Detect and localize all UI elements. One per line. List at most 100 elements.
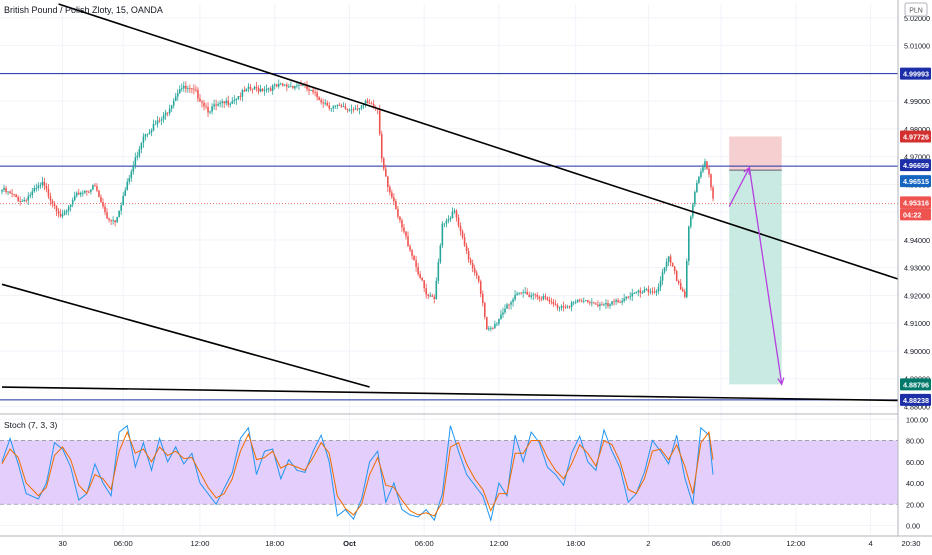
candle-body bbox=[473, 268, 476, 273]
candle-body bbox=[294, 86, 296, 89]
price-tag-current bbox=[900, 196, 931, 209]
candle-body bbox=[292, 85, 294, 89]
candle-body bbox=[281, 83, 284, 86]
candle-body bbox=[679, 283, 682, 290]
candle-body bbox=[308, 89, 310, 91]
candle-body bbox=[449, 218, 452, 220]
candle-body bbox=[568, 306, 571, 308]
candle-body bbox=[580, 300, 583, 302]
candle-body bbox=[277, 83, 280, 87]
candle-body bbox=[562, 306, 565, 308]
price-tag-level bbox=[900, 393, 931, 406]
candle-body bbox=[31, 191, 34, 196]
candle-body bbox=[150, 130, 153, 133]
stochastic-pane bbox=[0, 413, 932, 523]
candle-body bbox=[548, 299, 551, 302]
candle-body bbox=[500, 314, 502, 319]
candle-body bbox=[245, 88, 248, 92]
candle-body bbox=[593, 302, 595, 304]
candle-body bbox=[490, 328, 492, 329]
candle-body bbox=[104, 206, 106, 213]
candle-body bbox=[21, 201, 23, 202]
candle-body bbox=[88, 191, 90, 193]
trend-line-lower-channel[interactable] bbox=[1, 283, 370, 388]
price-tick-label: 5.02000 bbox=[904, 14, 930, 23]
candle-body bbox=[556, 304, 559, 308]
candle-body bbox=[346, 108, 349, 111]
candle-body bbox=[191, 88, 193, 90]
candle-body bbox=[320, 99, 322, 103]
candle-body bbox=[195, 89, 197, 91]
candle-body bbox=[352, 109, 355, 111]
candle-body bbox=[380, 133, 383, 159]
candle-body bbox=[217, 104, 219, 106]
candle-body bbox=[633, 293, 636, 294]
candle-body bbox=[53, 203, 56, 207]
candle-body bbox=[158, 120, 161, 122]
candle-body bbox=[479, 281, 482, 294]
candle-body bbox=[530, 295, 533, 297]
candle-body bbox=[144, 134, 147, 137]
candle-body bbox=[397, 208, 399, 217]
candle-body bbox=[659, 280, 662, 288]
candle-body bbox=[564, 307, 567, 308]
candle-body bbox=[483, 303, 486, 317]
trend-line-upper-channel[interactable] bbox=[58, 3, 899, 280]
candle-body bbox=[615, 300, 617, 302]
price-tick-label: 4.93000 bbox=[904, 264, 930, 273]
candle-body bbox=[429, 295, 432, 297]
price-tag-label: 4.96515 bbox=[903, 177, 929, 186]
candle-body bbox=[324, 102, 326, 104]
candle-body bbox=[39, 184, 42, 186]
candle-body bbox=[437, 262, 440, 281]
candle-body bbox=[227, 100, 230, 105]
candle-body bbox=[45, 185, 48, 189]
candle-body bbox=[207, 106, 209, 113]
candle-body bbox=[629, 296, 632, 298]
price-tag-label: 4.97726 bbox=[903, 133, 929, 142]
candle-body bbox=[279, 83, 282, 85]
candle-body bbox=[621, 300, 623, 303]
candle-body bbox=[702, 167, 704, 172]
candle-body bbox=[681, 289, 684, 292]
candle-body bbox=[558, 307, 561, 309]
candle-body bbox=[607, 303, 609, 307]
candle-body bbox=[134, 157, 137, 166]
price-tick-label: 4.88000 bbox=[904, 402, 930, 411]
candle-body bbox=[273, 84, 276, 86]
candle-body bbox=[164, 112, 167, 116]
trend-lines[interactable] bbox=[1, 3, 899, 402]
candle-body bbox=[183, 85, 185, 89]
candle-body bbox=[197, 89, 199, 99]
candle-body bbox=[391, 192, 393, 198]
candle-body bbox=[65, 210, 68, 213]
candle-body bbox=[148, 132, 151, 134]
candle-body bbox=[209, 111, 211, 113]
time-tick-label: 06:00 bbox=[114, 539, 133, 548]
time-tick-label: Oct bbox=[343, 539, 356, 548]
candle-body bbox=[366, 100, 369, 104]
candle-body bbox=[86, 190, 88, 192]
candle-body bbox=[71, 200, 74, 205]
candle-body bbox=[13, 193, 15, 195]
projection-arrows[interactable] bbox=[728, 165, 785, 386]
candle-body bbox=[688, 226, 690, 262]
candle-body bbox=[673, 266, 676, 272]
candle-body bbox=[215, 104, 217, 106]
candle-body bbox=[546, 297, 549, 300]
candle-body bbox=[41, 181, 44, 185]
candle-body bbox=[33, 187, 36, 192]
candle-body bbox=[443, 223, 446, 225]
candle-body bbox=[669, 256, 672, 263]
candle-body bbox=[690, 216, 692, 227]
candle-body bbox=[126, 181, 129, 191]
candle-body bbox=[609, 304, 611, 307]
candle-body bbox=[275, 84, 278, 87]
trend-line-bottom-line[interactable] bbox=[1, 386, 899, 402]
candle-body bbox=[706, 161, 708, 169]
candle-body bbox=[110, 219, 112, 222]
candle-body bbox=[7, 191, 9, 193]
currency-badge[interactable]: PLN bbox=[904, 2, 928, 17]
